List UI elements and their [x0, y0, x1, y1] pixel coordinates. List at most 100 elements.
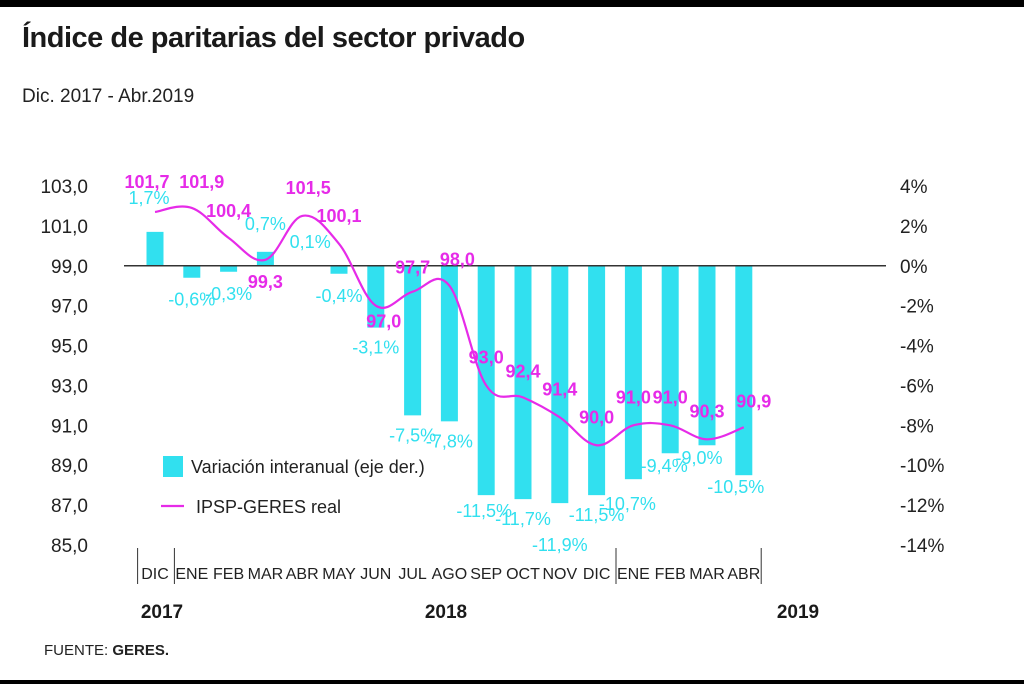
left-tick-label: 103,0 — [40, 177, 88, 198]
year-label: 2018 — [425, 602, 467, 623]
legend-line-label: IPSP-GERES real — [196, 497, 341, 517]
legend: Variación interanual (eje der.) IPSP-GERE… — [161, 456, 425, 517]
bar — [551, 265, 569, 504]
line-value-label: 91,0 — [653, 387, 688, 407]
x-tick-label: SEP — [470, 566, 502, 583]
bar-value-label: 0,7% — [245, 214, 286, 234]
x-tick-label: DIC — [141, 566, 169, 583]
line-value-label: 90,9 — [736, 391, 771, 411]
right-tick-label: -2% — [900, 297, 934, 318]
bar-value-label: -9,0% — [675, 448, 722, 468]
line-value-label: 97,0 — [366, 312, 401, 332]
bar — [588, 265, 606, 496]
line-value-label: 92,4 — [505, 361, 540, 381]
x-tick-label: DIC — [583, 566, 611, 583]
source-name: GERES. — [112, 642, 170, 659]
line-value-label: 101,7 — [124, 172, 169, 192]
bar — [698, 265, 716, 446]
line-value-label: 91,0 — [616, 387, 651, 407]
source-note: FUENTE: GERES. — [44, 642, 169, 659]
bar-value-label: 0,1% — [290, 232, 331, 252]
left-tick-label: 87,0 — [51, 496, 88, 517]
bar-value-label: -3,1% — [352, 338, 399, 358]
bar-value-label: -10,7% — [599, 494, 656, 514]
year-label: 2019 — [777, 602, 819, 623]
page-title: Índice de paritarias del sector privado — [22, 22, 525, 54]
bar — [514, 265, 532, 500]
left-tick-label: 93,0 — [51, 376, 88, 397]
bar-value-label: -11,5% — [456, 501, 512, 521]
line-value-label: 101,9 — [179, 172, 224, 192]
page-subtitle: Dic. 2017 - Abr.2019 — [22, 86, 195, 107]
right-tick-label: 4% — [900, 177, 928, 198]
line-value-label: 100,1 — [316, 206, 361, 226]
bar-value-label: 1,7% — [128, 188, 169, 208]
bar — [367, 265, 385, 328]
bar — [440, 265, 458, 422]
x-tick-label: ENE — [617, 566, 650, 583]
index-line — [154, 205, 745, 447]
bar — [146, 231, 164, 266]
left-tick-label: 85,0 — [51, 536, 88, 557]
bottom-rule — [0, 680, 1024, 684]
bar — [220, 265, 238, 272]
left-tick-label: 91,0 — [51, 416, 88, 437]
right-tick-label: -12% — [900, 496, 944, 517]
source-label: FUENTE: — [44, 642, 109, 659]
top-rule — [0, 0, 1024, 7]
left-tick-label: 101,0 — [40, 217, 88, 238]
bar-value-label: -11,7% — [495, 509, 551, 529]
x-tick-label: JUL — [398, 566, 427, 583]
x-tick-label: ENE — [175, 566, 208, 583]
line-value-label: 100,4 — [206, 201, 251, 221]
x-tick-label: NOV — [542, 566, 577, 583]
bar — [477, 265, 495, 496]
line-value-label: 90,3 — [689, 401, 724, 421]
bar-value-label: -7,5% — [389, 425, 436, 445]
left-tick-label: 99,0 — [51, 257, 88, 278]
right-tick-label: -10% — [900, 456, 944, 477]
legend-bar-swatch — [163, 456, 183, 477]
bar-value-label: -0,6% — [168, 290, 215, 310]
x-tick-label: OCT — [506, 566, 540, 583]
bar-series — [146, 231, 753, 504]
line-value-label: 91,4 — [542, 379, 577, 399]
line-value-label: 101,5 — [286, 178, 331, 198]
bar-value-label: -11,5% — [569, 505, 625, 525]
line-value-label: 98,0 — [440, 250, 475, 270]
x-tick-label: MAY — [322, 566, 356, 583]
x-tick-label: FEB — [655, 566, 686, 583]
left-tick-label: 89,0 — [51, 456, 88, 477]
bar — [624, 265, 642, 480]
x-tick-label: MAR — [248, 566, 284, 583]
bar-value-label: -11,9% — [532, 535, 588, 555]
bar — [735, 265, 753, 476]
bar-value-label: -0,3% — [205, 284, 252, 304]
x-tick-label: MAR — [689, 566, 725, 583]
right-tick-label: -14% — [900, 536, 944, 557]
year-label: 2017 — [141, 602, 183, 623]
bar — [183, 265, 201, 278]
x-tick-label: AGO — [432, 566, 468, 583]
x-tick-label: ABR — [286, 566, 319, 583]
left-tick-label: 95,0 — [51, 337, 88, 358]
bar-value-label: -9,4% — [641, 456, 688, 476]
line-series — [154, 205, 745, 447]
left-tick-label: 97,0 — [51, 297, 88, 318]
axes: 103,0 101,0 99,0 97,0 95,0 93,0 91,0 89,0 87,0 85… — [40, 177, 944, 623]
data-labels: 1,7% -0,6%-0,3% 0,7%0,1% -0,4% -3,1% -7,5%-7,… — [124, 172, 771, 555]
x-tick-label: FEB — [213, 566, 244, 583]
bar-value-label: -0,4% — [315, 286, 362, 306]
right-tick-label: -8% — [900, 416, 934, 437]
right-tick-label: -4% — [900, 337, 934, 358]
bar — [661, 265, 679, 454]
bar-value-label: -10,5% — [707, 477, 764, 497]
right-tick-label: 2% — [900, 217, 928, 238]
x-tick-label: ABR — [727, 566, 760, 583]
line-value-label: 99,3 — [248, 272, 283, 292]
line-value-label: 90,0 — [579, 407, 614, 427]
bar — [404, 265, 422, 416]
bar — [330, 265, 348, 274]
bar-value-label: -7,8% — [426, 431, 473, 451]
